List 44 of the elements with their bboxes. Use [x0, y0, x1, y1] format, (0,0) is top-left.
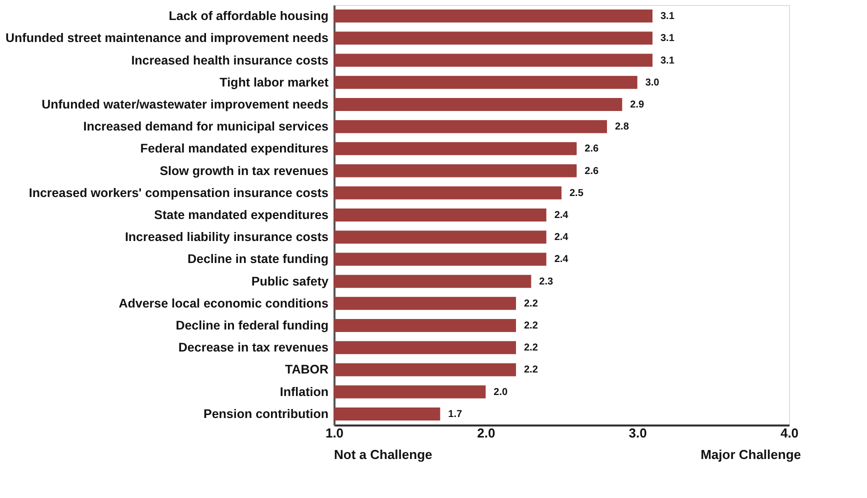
- y-tick-label: Tight labor market: [220, 75, 330, 90]
- y-tick-label: Decline in state funding: [188, 252, 328, 266]
- x-tick-label: 2.0: [477, 426, 496, 440]
- x-tick-label: 1.0: [325, 426, 344, 440]
- y-tick-label: Public safety: [251, 274, 329, 288]
- y-tick-label: Slow growth in tax revenues: [160, 164, 329, 178]
- y-tick-label: State mandated expenditures: [154, 208, 329, 222]
- data-label: 3.1: [660, 55, 675, 66]
- y-tick-label: Inflation: [280, 384, 328, 399]
- y-tick-label: Pension contribution: [204, 406, 328, 421]
- x-tick-label: 3.0: [628, 426, 647, 440]
- data-label: 2.2: [524, 298, 538, 310]
- y-tick-label: TABOR: [284, 362, 328, 377]
- text: Major Challenge: [700, 447, 801, 462]
- data-label: 2.5: [570, 188, 584, 199]
- y-tick-label: Increased health insurance costs: [131, 53, 329, 68]
- data-label: 2.4: [554, 254, 569, 266]
- data-label: 3.1: [660, 11, 675, 22]
- y-tick-label: Federal mandated expenditures: [140, 142, 329, 156]
- y-tick-label: Unfunded water/wastewater improvement needs: [42, 97, 329, 112]
- data-label: 2.0: [494, 386, 508, 398]
- data-label: 2.9: [630, 99, 645, 110]
- data-label: 2.3: [539, 276, 554, 288]
- y-tick-label: Increased demand for municipal services: [83, 120, 329, 134]
- data-label: 3.1: [660, 33, 675, 44]
- data-label: 2.6: [584, 166, 600, 177]
- y-tick-label: Increased liability insurance costs: [124, 230, 329, 244]
- data-label: 2.2: [524, 320, 538, 332]
- data-label: 3.0: [645, 77, 660, 88]
- y-tick-label: Unfunded street maintenance and improvement needs: [6, 31, 329, 46]
- data-label: 2.2: [524, 342, 538, 354]
- y-tick-label: Decline in federal funding: [176, 318, 328, 333]
- data-label: 2.4: [554, 232, 569, 244]
- data-label: 1.7: [448, 408, 463, 420]
- y-tick-label: Adverse local economic conditions: [118, 296, 329, 310]
- y-tick-label: Lack of affordable housing: [168, 9, 328, 24]
- data-label: 2.6: [584, 144, 600, 155]
- data-label: 2.4: [554, 210, 569, 221]
- data-label: 2.8: [615, 122, 630, 133]
- x-tick-label: 4.0: [780, 426, 799, 440]
- text: Not a Challenge: [334, 447, 432, 462]
- data-label: 2.2: [524, 364, 538, 376]
- y-tick-label: Increased workers' compensation insurance costs: [28, 186, 329, 200]
- y-tick-label: Decrease in tax revenues: [178, 340, 329, 355]
